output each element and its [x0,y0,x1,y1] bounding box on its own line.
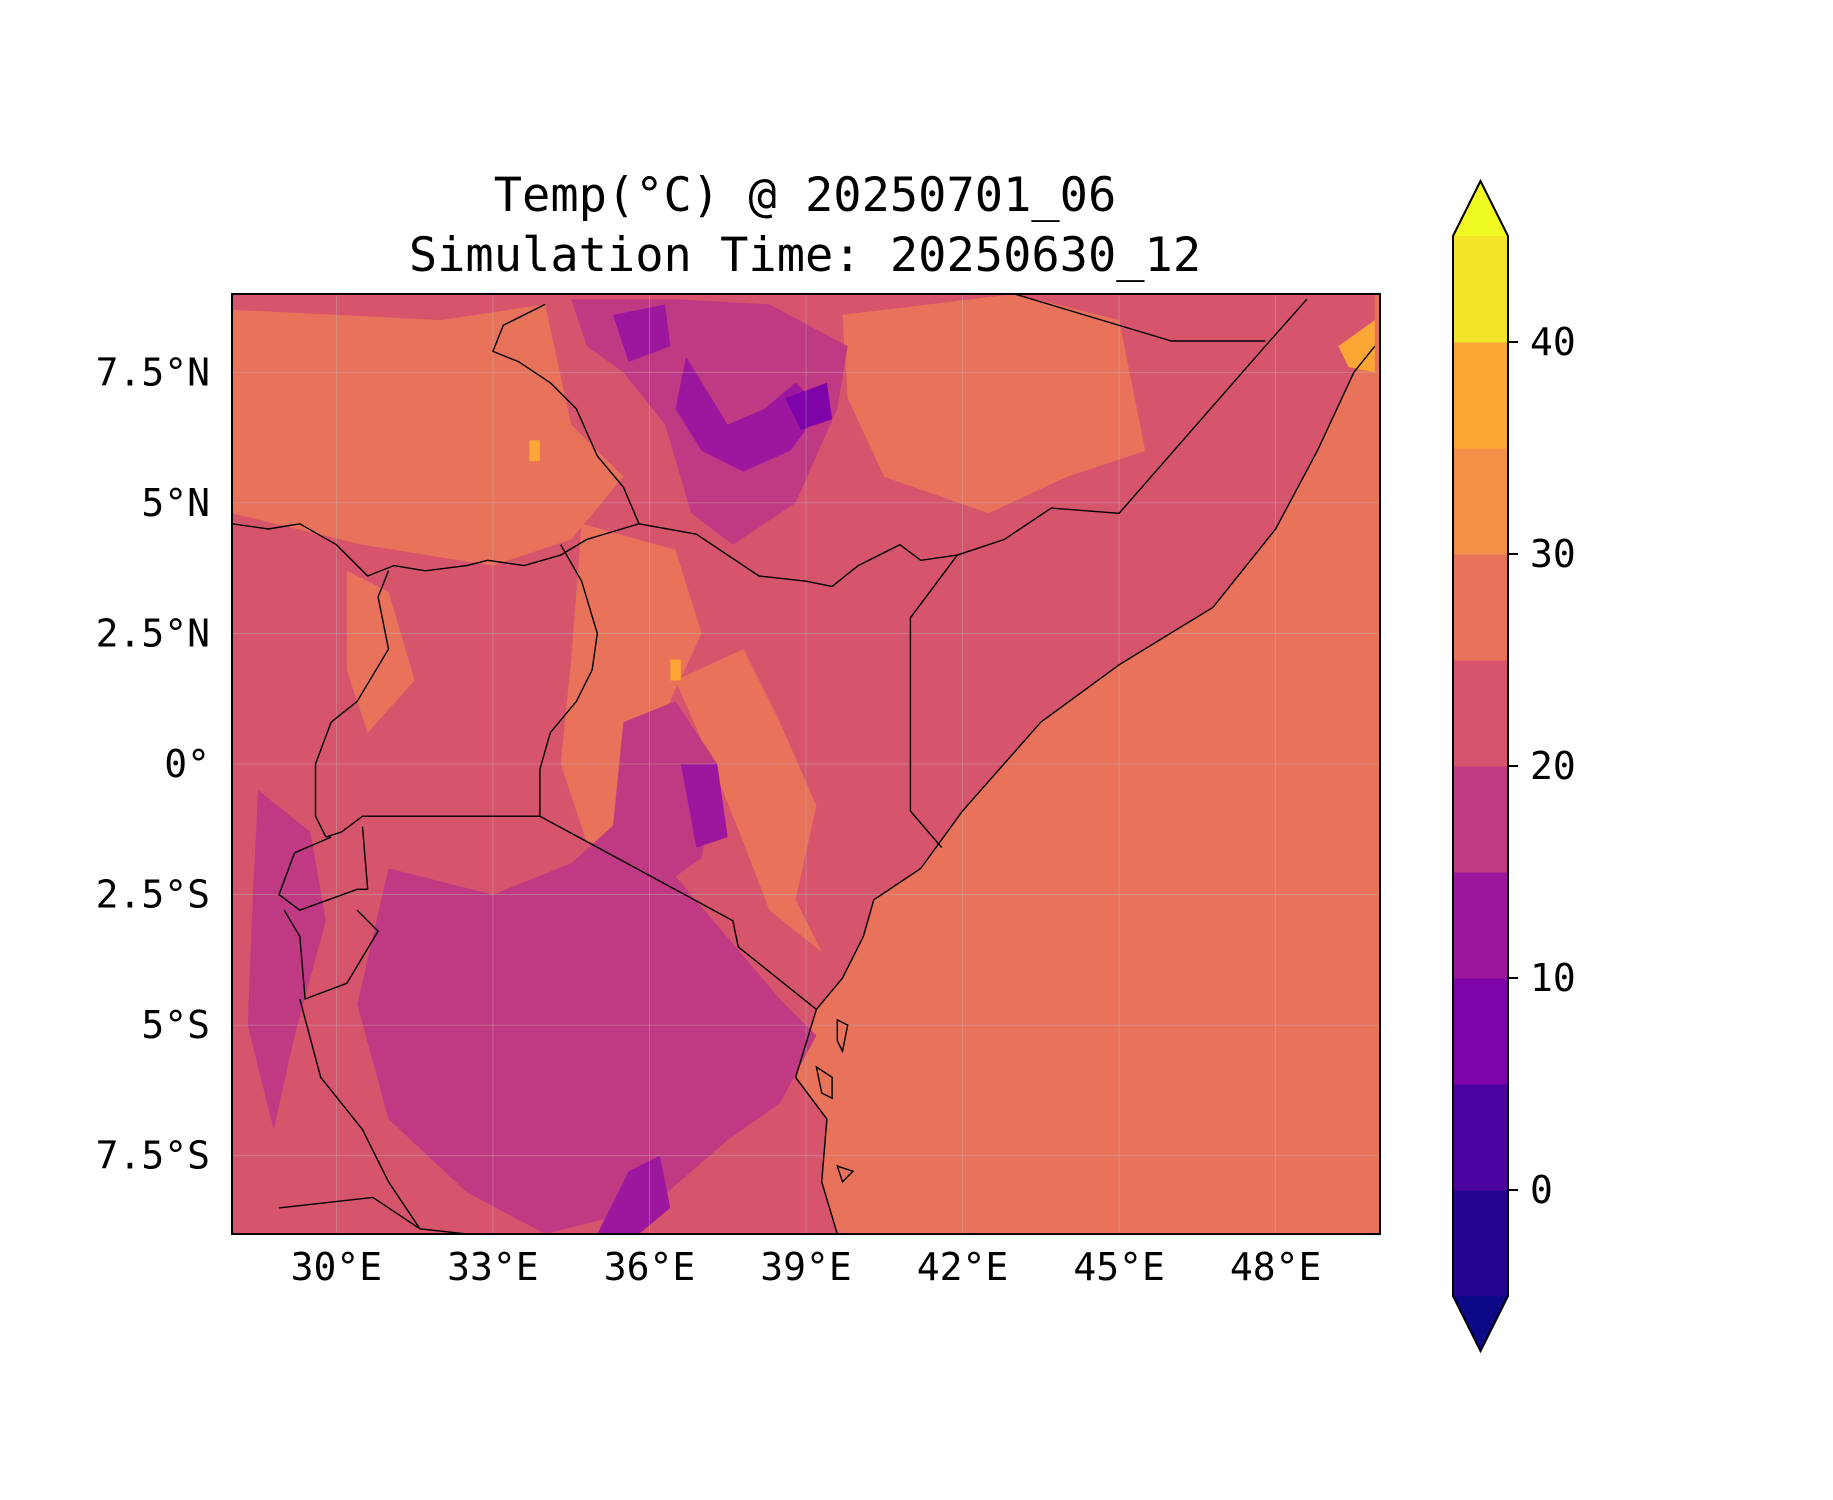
island-outline [836,1164,855,1184]
lon-tick-label: 48°E [1230,1245,1322,1289]
colorbar-tick-label: 40 [1530,320,1576,364]
colorbar-bin [1453,660,1508,767]
border-line [909,554,958,849]
border-line [278,1196,467,1234]
temperature-region-10 [680,764,728,848]
colorbar-tick-label: 10 [1530,956,1576,1000]
lat-tick-label: 7.5°S [96,1134,210,1178]
lon-tick-label: 39°E [760,1245,852,1289]
border-line [638,523,958,588]
border-line [539,544,598,817]
colorbar-bin [1453,1190,1508,1297]
colorbar-tick-label: 30 [1530,532,1576,576]
colorbar-bin [1453,342,1508,449]
temperature-region-25 [842,294,1146,514]
temperature-region-15 [357,816,817,1234]
temperature-region-5 [785,382,833,430]
border-line [539,815,817,1010]
map-frame [231,293,1381,1235]
colorbar-bin [1453,236,1508,343]
temperature-region-35 [670,659,681,681]
lat-tick-label: 0° [164,742,210,786]
lon-tick-label: 30°E [291,1245,383,1289]
lon-tick-label: 33°E [447,1245,539,1289]
plot-title: Temp(°C) @ 20250701_06 [493,168,1117,223]
colorbar-bin [1453,766,1508,873]
border-line [325,815,540,838]
colorbar-bin [1453,554,1508,661]
temperature-region-25 [346,570,415,733]
colorbar-tick-label: 0 [1530,1168,1553,1212]
temperature-region-10 [597,1155,671,1234]
border-line [957,298,1308,556]
lon-tick-label: 45°E [1073,1245,1165,1289]
lat-tick-label: 5°S [141,1003,210,1047]
border-line [314,570,390,838]
lat-tick-label: 2.5°N [96,611,210,655]
colorbar-bin [1453,1084,1508,1191]
lon-tick-label: 36°E [604,1245,696,1289]
border-line [492,303,640,525]
temperature-region-15 [612,701,718,895]
lat-tick-label: 7.5°N [96,350,210,394]
plot-subtitle: Simulation Time: 20250630_12 [408,228,1202,283]
border-line [283,909,379,1000]
colorbar-tick-label: 20 [1530,744,1576,788]
colorbar-outline [1452,178,1509,1354]
lat-tick-label: 2.5°S [96,873,210,917]
island-outline [815,1065,833,1100]
border-line [232,523,640,577]
border-line [299,998,421,1230]
lon-tick-label: 42°E [917,1245,1009,1289]
temperature-region-10 [612,304,671,362]
temperature-region-35 [1338,320,1375,373]
border-line [1014,294,1266,342]
colorbar-bin [1453,872,1508,979]
lat-tick-label: 5°N [141,481,210,525]
temperature-region-35 [529,440,540,462]
border-line [794,345,1376,1234]
temperature-region-25 [560,523,702,843]
colorbar-extend-max [1453,181,1508,236]
temperature-region-15 [247,790,326,1130]
island-outline [836,1018,849,1054]
temperature-region-25 [675,649,822,952]
temperature-region-25 [232,304,624,566]
temperature-region-10 [675,356,822,472]
border-line [278,826,369,911]
colorbar-extend-min [1453,1296,1508,1351]
colorbar-bin [1453,448,1508,555]
colorbar-bin [1453,978,1508,1085]
